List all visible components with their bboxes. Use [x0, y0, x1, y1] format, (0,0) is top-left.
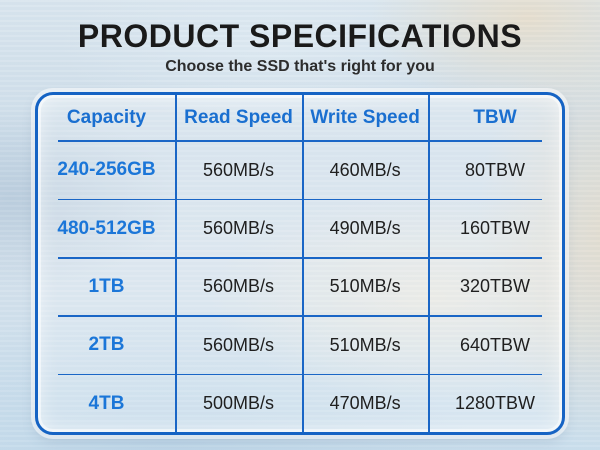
cell-write-speed: 510MB/s: [329, 276, 401, 297]
cell-read-speed: 560MB/s: [203, 159, 275, 180]
cell-write-speed: 490MB/s: [329, 218, 401, 239]
cell-capacity: 1TB: [88, 275, 125, 297]
row-divider: [58, 257, 542, 259]
cell-read-speed: 560MB/s: [203, 334, 275, 355]
cell-tbw: 320TBW: [460, 276, 531, 297]
cell-capacity: 240-256GB: [57, 159, 156, 181]
column-divider: [428, 95, 430, 432]
header-cell-capacity: Capacity: [66, 106, 147, 128]
cell-capacity: 480-512GB: [57, 217, 156, 239]
header-cell-tbw: TBW: [473, 106, 517, 128]
page-title: PRODUCT SPECIFICATIONS: [77, 18, 523, 54]
cell-capacity: 2TB: [88, 334, 125, 356]
page-subtitle: Choose the SSD that's right for you: [165, 57, 435, 75]
header-underline: [58, 140, 542, 142]
cell-read-speed: 560MB/s: [203, 218, 275, 239]
column-divider: [175, 95, 177, 432]
cell-write-speed: 460MB/s: [329, 159, 401, 180]
table-row: 2TB 560MB/s 510MB/s 640TBW: [38, 317, 562, 374]
row-divider: [58, 198, 542, 201]
row-divider: [58, 315, 542, 317]
spec-table: Capacity Read Speed Write Speed TBW 240-…: [35, 92, 565, 435]
cell-tbw: 1280TBW: [455, 393, 536, 414]
cell-capacity: 4TB: [88, 392, 125, 414]
table-row: 480-512GB 560MB/s 490MB/s 160TBW: [38, 200, 562, 257]
cell-tbw: 640TBW: [460, 334, 531, 355]
cell-tbw: 80TBW: [465, 159, 526, 180]
cell-read-speed: 560MB/s: [203, 276, 275, 297]
cell-read-speed: 500MB/s: [203, 393, 275, 414]
row-divider: [58, 373, 542, 376]
header-cell-write-speed: Write Speed: [310, 106, 420, 128]
cell-write-speed: 470MB/s: [329, 393, 401, 414]
column-divider: [302, 95, 304, 432]
table-header-row: Capacity Read Speed Write Speed TBW: [38, 95, 562, 140]
cell-write-speed: 510MB/s: [329, 334, 401, 355]
table-row: 4TB 500MB/s 470MB/s 1280TBW: [38, 375, 562, 432]
cell-tbw: 160TBW: [460, 218, 531, 239]
header-cell-read-speed: Read Speed: [184, 106, 293, 128]
table-row: 1TB 560MB/s 510MB/s 320TBW: [38, 259, 562, 316]
table-row: 240-256GB 560MB/s 460MB/s 80TBW: [38, 142, 562, 199]
